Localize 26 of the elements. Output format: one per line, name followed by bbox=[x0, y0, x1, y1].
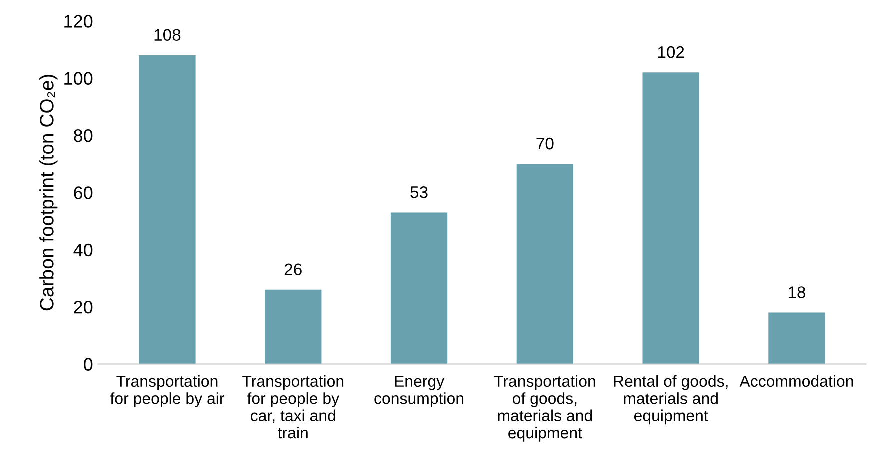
y-tick-label: 80 bbox=[74, 129, 93, 142]
bar bbox=[390, 212, 448, 364]
y-tick-label: 20 bbox=[74, 301, 93, 314]
y-axis-title: Carbon footprint (ton CO₂e) bbox=[40, 75, 58, 311]
x-tick-label: Rental of goods, materials and equipment bbox=[614, 375, 728, 425]
bar bbox=[642, 72, 700, 364]
bar bbox=[516, 164, 574, 364]
data-label: 26 bbox=[284, 264, 302, 276]
data-label: 108 bbox=[154, 29, 181, 42]
bar bbox=[139, 55, 196, 364]
x-tick-label: Transportation for people by air bbox=[110, 375, 224, 408]
data-label: 53 bbox=[410, 186, 428, 198]
x-tick-label: Energy consumption bbox=[374, 376, 464, 408]
data-label: 18 bbox=[788, 286, 806, 298]
data-label: 102 bbox=[658, 46, 684, 58]
bar bbox=[768, 312, 826, 364]
y-tick-label: 60 bbox=[74, 186, 93, 200]
y-tick-label: 0 bbox=[84, 358, 93, 371]
x-tick-label: Transportation for people by car, taxi and train bbox=[242, 375, 344, 439]
x-tick-label: Transportation of goods, materials and equipment bbox=[494, 375, 596, 442]
y-tick-label: 120 bbox=[64, 15, 93, 28]
data-label: 70 bbox=[536, 138, 554, 150]
x-tick-label: Accommodation bbox=[740, 375, 854, 388]
y-tick-label: 100 bbox=[64, 72, 93, 86]
y-tick-label: 40 bbox=[74, 244, 93, 257]
bar bbox=[265, 290, 322, 364]
